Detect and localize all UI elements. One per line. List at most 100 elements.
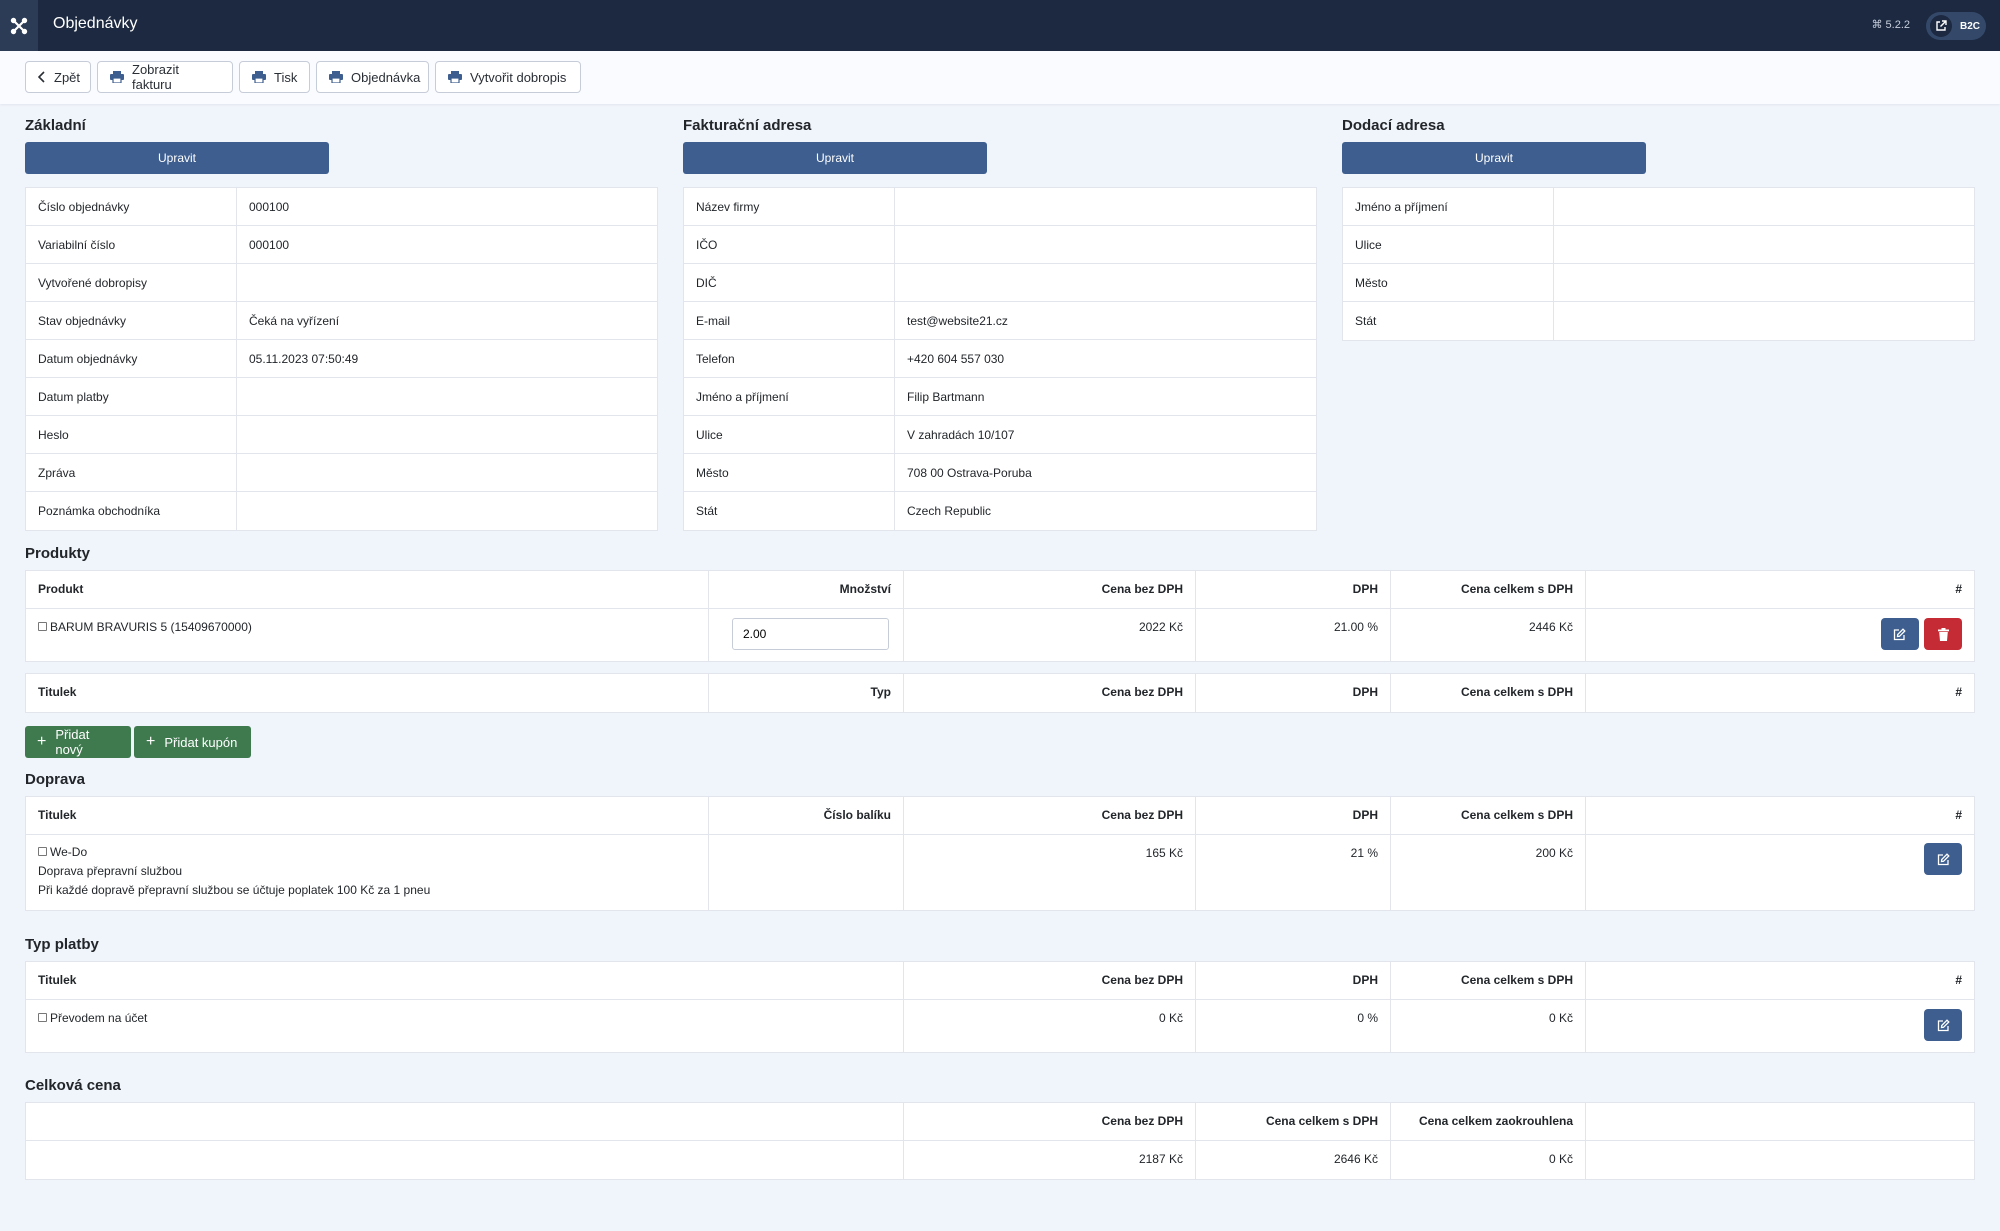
table-row: DIČ — [684, 264, 1316, 302]
payment-table: Titulek Cena bez DPH DPH Cena celkem s D… — [25, 961, 1975, 1053]
table-row: Heslo — [26, 416, 657, 454]
table-row: E-mail test@website21.cz — [684, 302, 1316, 340]
shipping-address-heading: Dodací adresa — [1342, 117, 1445, 134]
field-value: 05.11.2023 07:50:49 — [249, 352, 359, 366]
actions-cell — [1586, 835, 1974, 910]
column-header: # — [1955, 582, 1962, 596]
payment-heading: Typ platby — [25, 936, 99, 953]
joomla-logo-icon[interactable] — [0, 0, 38, 51]
column-header: Cena bez DPH — [904, 797, 1196, 834]
back-button[interactable]: Zpět — [25, 61, 91, 93]
table-header-row: Titulek Cena bez DPH DPH Cena celkem s D… — [26, 962, 1974, 1000]
field-value: 708 00 Ostrava-Poruba — [907, 466, 1032, 480]
field-value — [1554, 302, 1974, 340]
vat-value: 21 % — [1196, 835, 1391, 910]
field-value: Czech Republic — [907, 504, 992, 518]
table-header-row: Cena bez DPH Cena celkem s DPH Cena celk… — [26, 1103, 1974, 1141]
edit-payment-button[interactable] — [1924, 1009, 1962, 1041]
row-checkbox[interactable] — [38, 847, 47, 856]
show-invoice-button[interactable]: Zobrazit fakturu — [97, 61, 233, 93]
column-header: Cena celkem s DPH — [1391, 674, 1586, 712]
table-row: We-Do Doprava přepravní službou Při každ… — [26, 835, 1974, 910]
delivery-name: We-Do — [50, 845, 88, 859]
print-button[interactable]: Tisk — [239, 61, 310, 93]
column-header: Titulek — [26, 962, 904, 999]
plus-icon: + — [37, 733, 47, 750]
table-row: Číslo objednávky 000100 — [26, 188, 657, 226]
total-with-vat: 0 Kč — [1391, 1000, 1586, 1052]
column-header: Titulek — [26, 797, 709, 834]
edit-icon — [1893, 627, 1906, 641]
table-row: Město 708 00 Ostrava-Poruba — [684, 454, 1316, 492]
field-value: test@website21.cz — [907, 314, 1008, 328]
edit-billing-button[interactable]: Upravit — [683, 142, 987, 174]
chevron-left-icon — [38, 71, 46, 83]
plus-icon: + — [146, 733, 156, 750]
external-link-icon — [1930, 15, 1952, 37]
field-value — [237, 492, 657, 530]
row-checkbox[interactable] — [38, 1013, 47, 1022]
field-value: V zahradách 10/107 — [907, 428, 1015, 442]
field-value — [237, 378, 657, 415]
column-header: DPH — [1196, 674, 1391, 712]
field-label: Ulice — [684, 416, 895, 453]
column-header: Cena bez DPH — [904, 674, 1196, 712]
table-row: Datum platby — [26, 378, 657, 416]
row-checkbox[interactable] — [38, 622, 47, 631]
edit-shipping-address-button[interactable]: Upravit — [1342, 142, 1646, 174]
create-credit-note-button[interactable]: Vytvořit dobropis — [435, 61, 581, 93]
table-row: BARUM BRAVURIS 5 (15409670000) 2022 Kč 2… — [26, 609, 1974, 661]
edit-basic-button[interactable]: Upravit — [25, 142, 329, 174]
printer-icon — [252, 71, 266, 83]
back-button-label: Zpět — [54, 69, 81, 85]
field-label: Zpráva — [26, 454, 237, 491]
column-header: Typ — [709, 674, 904, 712]
coupons-table: Titulek Typ Cena bez DPH DPH Cena celkem… — [25, 673, 1975, 713]
table-row: Vytvořené dobropisy — [26, 264, 657, 302]
edit-delivery-button[interactable] — [1924, 843, 1962, 875]
field-value: 000100 — [249, 200, 290, 214]
field-label: Datum objednávky — [26, 340, 237, 377]
field-label: Telefon — [684, 340, 895, 377]
table-header-row: Titulek Číslo balíku Cena bez DPH DPH Ce… — [26, 797, 1974, 835]
create-credit-note-label: Vytvořit dobropis — [470, 69, 567, 85]
column-header: DPH — [1196, 962, 1391, 999]
column-header: Cena celkem zaokrouhlena — [1391, 1103, 1586, 1140]
table-row: Název firmy — [684, 188, 1316, 226]
top-header: Objednávky ⌘ 5.2.2 B2C — [0, 0, 2000, 51]
delivery-note: Při každé dopravě přepravní službou se ú… — [38, 883, 431, 897]
empty-header — [1586, 1103, 1974, 1140]
site-link-button[interactable]: B2C — [1926, 12, 1986, 40]
table-row: 2187 Kč 2646 Kč 0 Kč — [26, 1141, 1974, 1179]
field-value — [1554, 264, 1974, 301]
table-row: Jméno a příjmení — [1343, 188, 1974, 226]
table-row: Stav objednávky Čeká na vyřízení — [26, 302, 657, 340]
field-label: Stát — [1343, 302, 1554, 340]
edit-product-button[interactable] — [1880, 618, 1919, 650]
edit-icon — [1937, 1018, 1950, 1032]
products-heading: Produkty — [25, 545, 91, 562]
delete-product-button[interactable] — [1924, 618, 1962, 650]
qty-cell — [709, 609, 904, 661]
field-value: 000100 — [249, 238, 290, 252]
quantity-input[interactable] — [732, 618, 889, 650]
table-header-row: Produkt Množství Cena bez DPH DPH Cena c… — [26, 571, 1974, 609]
delivery-title-cell: We-Do Doprava přepravní službou Při každ… — [26, 835, 709, 910]
column-header: Cena bez DPH — [904, 1103, 1196, 1140]
table-row: Poznámka obchodníka — [26, 492, 657, 530]
delivery-name-line: We-Do — [38, 843, 696, 862]
version-label: ⌘ 5.2.2 — [1871, 19, 1910, 31]
field-label: Ulice — [1343, 226, 1554, 263]
field-label: Vytvořené dobropisy — [26, 264, 237, 301]
add-new-button[interactable]: + Přidat nový — [25, 726, 131, 758]
empty-cell — [1586, 1141, 1974, 1179]
column-header: Produkt — [26, 571, 709, 608]
order-print-button[interactable]: Objednávka — [316, 61, 429, 93]
field-label: IČO — [684, 226, 895, 263]
shipping-address-table: Jméno a příjmení Ulice Město Stát — [1342, 187, 1975, 341]
site-badge: B2C — [1960, 20, 1981, 32]
delivery-heading: Doprava — [25, 771, 86, 788]
field-label: Datum platby — [26, 378, 237, 415]
add-coupon-button[interactable]: + Přidat kupón — [134, 726, 251, 758]
column-header: Cena bez DPH — [904, 571, 1196, 608]
